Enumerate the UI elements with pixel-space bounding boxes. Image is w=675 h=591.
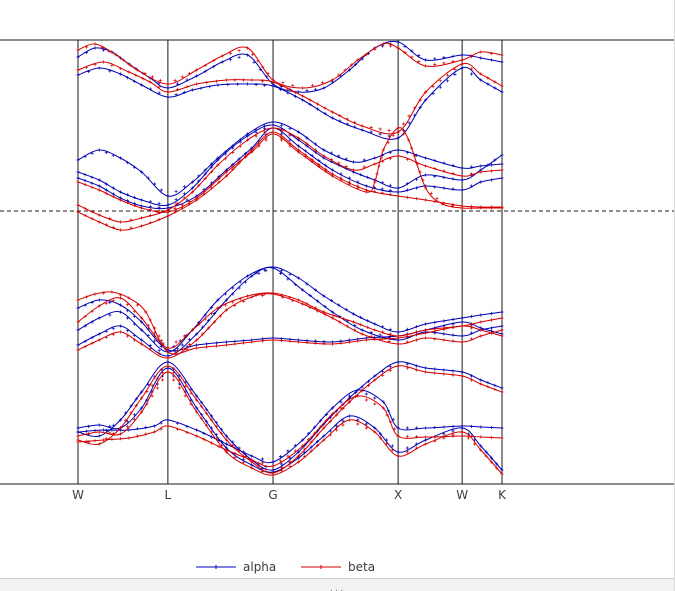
alpha-band-markers	[76, 266, 504, 358]
beta-band-markers	[76, 394, 504, 468]
alpha-band-markers	[76, 123, 504, 207]
x-tick-label: W	[456, 488, 468, 502]
beta-band-markers	[76, 126, 504, 214]
beta-band-line	[77, 371, 503, 476]
beta-band-line	[77, 127, 503, 223]
alpha-band-markers	[76, 388, 504, 464]
alpha-band-line	[77, 361, 503, 471]
beta-band-markers	[76, 290, 504, 354]
x-tick-label: W	[72, 488, 84, 502]
legend-beta-label: beta	[348, 560, 375, 574]
alpha-band-line	[77, 266, 503, 353]
alpha-band-markers	[76, 66, 504, 140]
beta-band-markers	[76, 364, 504, 475]
x-tick-label: X	[394, 488, 402, 502]
alpha-band-line	[77, 121, 503, 197]
beta-band-markers	[76, 370, 504, 477]
x-tick-label: L	[165, 488, 172, 502]
alpha-band-markers	[76, 360, 504, 472]
beta-band-markers	[76, 42, 504, 90]
beta-band-markers	[76, 60, 504, 134]
beta-band-line	[77, 292, 503, 349]
alpha-bands	[76, 40, 504, 474]
alpha-band-markers	[76, 126, 504, 210]
beta-bands	[76, 42, 504, 477]
legend-alpha-marker-icon	[214, 565, 218, 569]
legend: alpha beta	[196, 560, 375, 574]
beta-band-line	[77, 395, 503, 468]
x-tick-label: G	[268, 488, 277, 502]
x-tick-label: K	[498, 488, 507, 502]
beta-band-line	[77, 293, 503, 359]
bottom-splitter-bar[interactable]: ···	[0, 578, 674, 591]
legend-beta-marker-icon	[319, 565, 323, 569]
alpha-band-line	[77, 124, 503, 206]
legend-alpha-label: alpha	[243, 560, 276, 574]
beta-band-line	[77, 365, 503, 474]
beta-band-line	[77, 42, 503, 89]
splitter-handle-dots: ···	[330, 586, 346, 591]
alpha-band-markers	[76, 120, 504, 198]
alpha-band-line	[77, 389, 503, 464]
beta-band-markers	[76, 292, 504, 360]
beta-band-markers	[76, 126, 504, 224]
axes	[0, 39, 674, 485]
